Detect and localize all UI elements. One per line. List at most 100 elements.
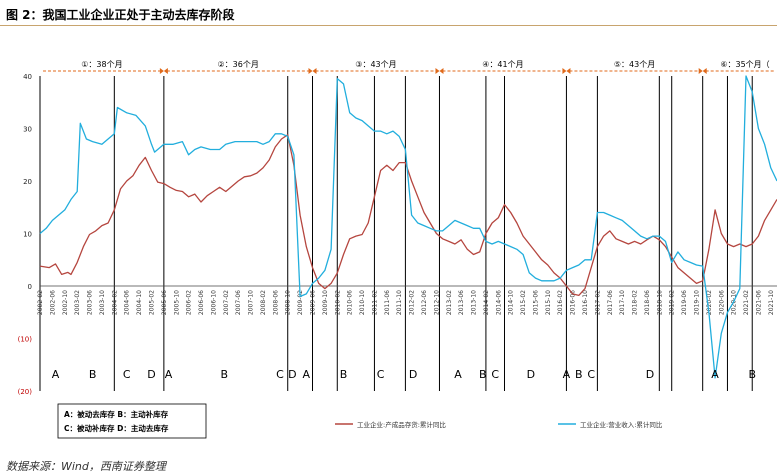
x-tick-label: 2006-02: [186, 290, 193, 315]
x-tick-label: 2006-10: [210, 290, 217, 315]
phase-letter: A: [303, 368, 311, 381]
y-tick-label: 20: [23, 178, 32, 186]
x-tick-label: 2008-06: [272, 290, 279, 315]
x-tick-label: 2013-06: [458, 290, 465, 315]
phase-letter: B: [479, 368, 487, 381]
phase-letter: D: [288, 368, 296, 381]
phase-lines: [39, 76, 753, 391]
phase-letter: B: [748, 368, 756, 381]
phase-letter: D: [147, 368, 155, 381]
x-tick-label: 2009-02: [297, 290, 304, 315]
phase-legend-line: C：被动补库存 D：主动去库存: [64, 423, 169, 433]
x-tick-label: 2013-02: [446, 290, 453, 315]
axes: 40 30 20 10 0 (10) (20) 2002-02 2002-06 2002-10 20…: [18, 73, 777, 396]
series-lines: [39, 75, 777, 379]
phase-letter: C: [491, 368, 499, 381]
series-legend-label: 工业企业:产成品存货:累计同比: [357, 420, 446, 429]
cycle-label: ⑤：43个月: [614, 60, 655, 69]
phase-letter: B: [89, 368, 97, 381]
y-tick-label: (10): [18, 336, 33, 344]
cycle-annotations: ①：38个月 ②：36个月 ③：43个月 ④：41个月 ⑤：43个月 ⑥：35个月（: [43, 58, 774, 74]
y-tick-label: 30: [23, 126, 32, 134]
x-tick-label: 2004-02: [111, 290, 118, 315]
cycle-arrow-left: [439, 68, 444, 74]
cycle-arrow-right: [698, 68, 703, 74]
phase-letter: A: [711, 368, 719, 381]
y-tick-label: (20): [18, 388, 33, 396]
x-tick-label: 2018-02: [632, 290, 639, 315]
phase-letter: C: [587, 368, 595, 381]
title-rule: [0, 25, 777, 26]
y-tick-label: 40: [23, 73, 32, 81]
y-tick-label: 0: [28, 283, 32, 291]
x-tick-label: 2015-10: [545, 290, 552, 315]
phase-letter: D: [646, 368, 654, 381]
x-tick-label: 2007-06: [235, 290, 242, 315]
x-tick-label: 2021-10: [768, 290, 775, 315]
cycle-arrow-left: [312, 68, 317, 74]
x-tick-label: 2014-10: [508, 290, 515, 315]
x-tick-label: 2011-10: [396, 290, 403, 315]
phase-legend-line: A：被动去库存 B：主动补库存: [64, 409, 169, 419]
x-tick-label: 2003-10: [99, 290, 106, 315]
x-tick-label: 2012-06: [421, 290, 428, 315]
cycle-label: ①：38个月: [81, 60, 122, 69]
x-tick-label: 2019-10: [693, 290, 700, 315]
inventory-series-line: [39, 134, 777, 297]
x-tick-label: 2003-06: [87, 290, 94, 315]
phase-letter: B: [220, 368, 228, 381]
x-tick-label: 2008-10: [285, 290, 292, 315]
x-tick-label: 2020-02: [706, 290, 713, 315]
x-tick-label: 2018-10: [656, 290, 663, 315]
cycle-arrow-right: [308, 68, 313, 74]
x-tick-label: 2011-02: [371, 290, 378, 315]
x-tick-label: 2015-06: [532, 290, 539, 315]
x-tick-label: 2004-06: [124, 290, 131, 315]
cycle-arrow-right: [435, 68, 440, 74]
x-tick-label: 2003-02: [74, 290, 81, 315]
x-tick-label: 2019-02: [669, 290, 676, 315]
x-tick-label: 2020-06: [718, 290, 725, 315]
x-tick-label: 2002-10: [62, 290, 69, 315]
x-tick-label: 2010-02: [334, 290, 341, 315]
phase-letter: A: [165, 368, 173, 381]
x-tick-label: 2016-06: [570, 290, 577, 315]
source-note: 数据来源：Wind，西南证券整理: [6, 460, 166, 473]
x-tick-label: 2017-02: [594, 290, 601, 315]
x-tick-label: 2011-06: [384, 290, 391, 315]
x-tick-label: 2020-10: [731, 290, 738, 315]
cycle-arrow-left: [702, 68, 707, 74]
x-tick-label: 2004-10: [136, 290, 143, 315]
phase-letter: A: [454, 368, 462, 381]
x-tick-label: 2021-02: [743, 290, 750, 315]
x-tick-label: 2008-02: [260, 290, 267, 315]
legend: A：被动去库存 B：主动补库存 C：被动补库存 D：主动去库存 工业企业:产成品存货…: [57, 403, 663, 439]
x-tick-label: 2002-06: [49, 290, 56, 315]
x-tick-label: 2009-10: [322, 290, 329, 315]
cycle-label-bg: [605, 58, 664, 70]
cycle-arrow-right: [159, 68, 164, 74]
x-tick-label: 2010-06: [347, 290, 354, 315]
cycle-label: ②：36个月: [218, 60, 259, 69]
cycle-label: ④：41个月: [482, 60, 523, 69]
phase-letter: D: [409, 368, 417, 381]
cycle-arrow-left: [163, 68, 168, 74]
x-tick-label: 2017-06: [607, 290, 614, 315]
x-tick-label: 2005-02: [148, 290, 155, 315]
cycle-label-bg: [716, 58, 774, 70]
phase-letter: C: [123, 368, 131, 381]
x-tick-label: 2018-06: [644, 290, 651, 315]
cycle-arrow-left: [566, 68, 571, 74]
x-tick-label: 2012-02: [409, 290, 416, 315]
figure-title: 图 2：我国工业企业正处于主动去库存阶段: [6, 8, 235, 22]
cycle-label-bg: [209, 58, 268, 70]
x-tick-label: 2014-06: [495, 290, 502, 315]
x-tick-label: 2010-10: [359, 290, 366, 315]
x-tick-label: 2012-10: [433, 290, 440, 315]
phase-letter: A: [563, 368, 571, 381]
x-tick-label: 2007-02: [223, 290, 230, 315]
phase-letter: D: [527, 368, 535, 381]
cycle-label-bg: [72, 58, 131, 70]
cycle-label: ⑥：35个月（: [720, 60, 769, 69]
cycle-arrow-right: [562, 68, 567, 74]
